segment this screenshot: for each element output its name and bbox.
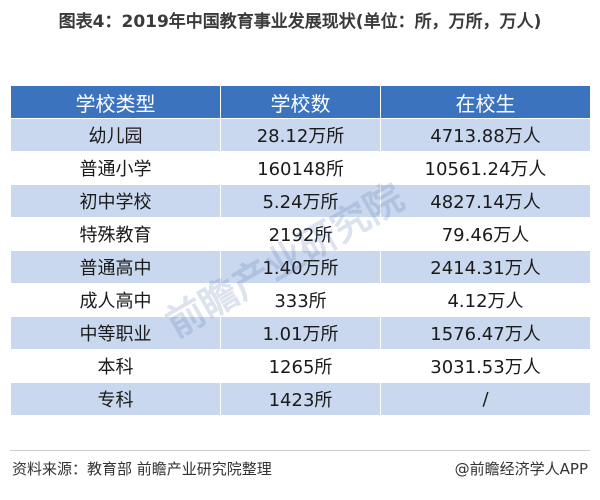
cell-students: 4827.14万人 — [380, 184, 591, 218]
table-row: 幼儿园 28.12万所 4713.88万人 — [10, 118, 591, 152]
cell-students: 4713.88万人 — [380, 118, 591, 152]
cell-school-count: 5.24万所 — [220, 184, 381, 218]
header-school-type: 学校类型 — [10, 85, 221, 119]
cell-students: 2414.31万人 — [380, 250, 591, 284]
cell-school-count: 1.40万所 — [220, 250, 381, 284]
cell-students: / — [380, 382, 591, 416]
header-school-count: 学校数 — [220, 85, 381, 119]
table-header-row: 学校类型 学校数 在校生 — [10, 85, 591, 119]
cell-students: 4.12万人 — [380, 283, 591, 317]
cell-school-type: 成人高中 — [10, 283, 221, 317]
table-row: 本科 1265所 3031.53万人 — [10, 349, 591, 383]
cell-school-type: 中等职业 — [10, 316, 221, 350]
cell-school-type: 幼儿园 — [10, 118, 221, 152]
source-note: 资料来源：教育部 前瞻产业研究院整理 — [12, 460, 272, 478]
table-row: 专科 1423所 / — [10, 382, 591, 416]
cell-school-type: 初中学校 — [10, 184, 221, 218]
cell-school-count: 160148所 — [220, 151, 381, 185]
cell-school-type: 本科 — [10, 349, 221, 383]
cell-school-count: 1.01万所 — [220, 316, 381, 350]
table-row: 成人高中 333所 4.12万人 — [10, 283, 591, 317]
cell-students: 10561.24万人 — [380, 151, 591, 185]
header-students: 在校生 — [380, 85, 591, 119]
cell-school-count: 1265所 — [220, 349, 381, 383]
education-table: 学校类型 学校数 在校生 幼儿园 28.12万所 4713.88万人 普通小学 … — [10, 85, 591, 416]
chart-title: 图表4：2019年中国教育事业发展现状(单位：所，万所，万人) — [58, 12, 542, 32]
table-row: 普通高中 1.40万所 2414.31万人 — [10, 250, 591, 284]
cell-school-type: 专科 — [10, 382, 221, 416]
cell-school-type: 普通高中 — [10, 250, 221, 284]
table-row: 中等职业 1.01万所 1576.47万人 — [10, 316, 591, 350]
table-row: 特殊教育 2192所 79.46万人 — [10, 217, 591, 251]
table-row: 普通小学 160148所 10561.24万人 — [10, 151, 591, 185]
cell-school-type: 普通小学 — [10, 151, 221, 185]
footer-divider — [10, 450, 590, 451]
cell-school-count: 1423所 — [220, 382, 381, 416]
cell-students: 3031.53万人 — [380, 349, 591, 383]
cell-students: 79.46万人 — [380, 217, 591, 251]
cell-school-count: 333所 — [220, 283, 381, 317]
cell-school-count: 28.12万所 — [220, 118, 381, 152]
cell-school-count: 2192所 — [220, 217, 381, 251]
table-row: 初中学校 5.24万所 4827.14万人 — [10, 184, 591, 218]
credit-note: @前瞻经济学人APP — [454, 460, 588, 478]
cell-school-type: 特殊教育 — [10, 217, 221, 251]
cell-students: 1576.47万人 — [380, 316, 591, 350]
